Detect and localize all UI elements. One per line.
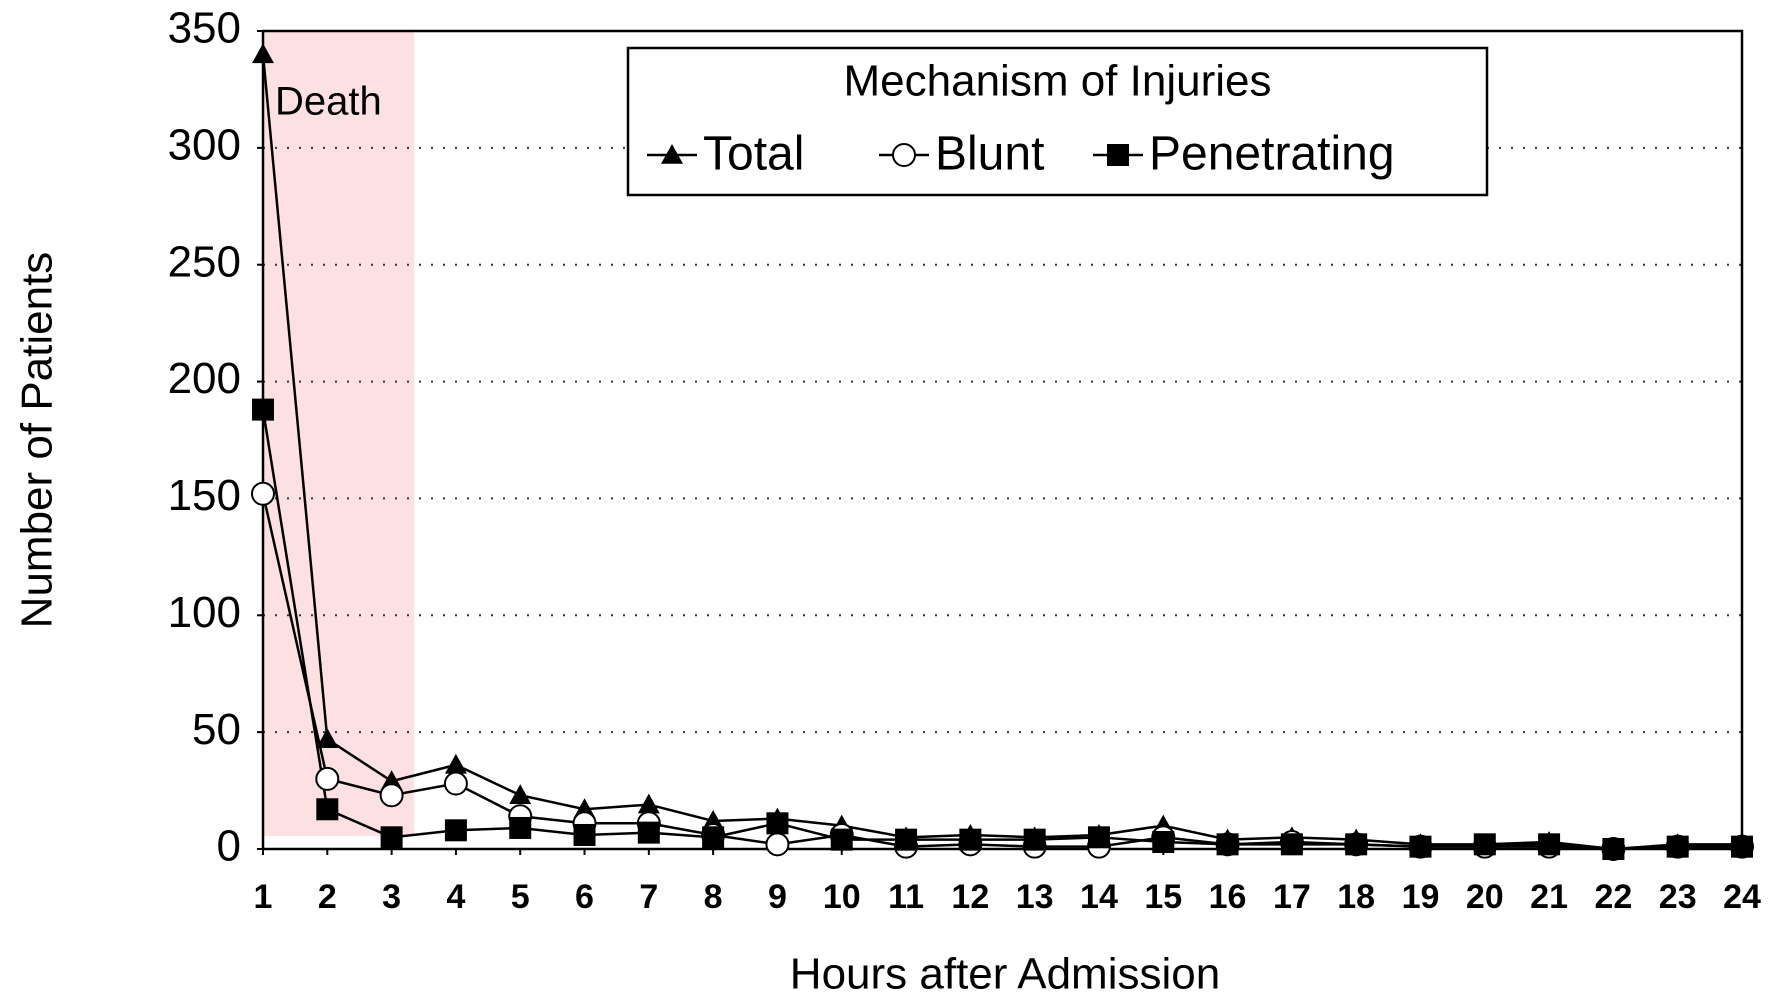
marker [573, 823, 596, 846]
marker [444, 819, 467, 842]
marker [766, 812, 789, 835]
x-tick-label: 13 [1016, 878, 1054, 916]
marker [252, 43, 274, 64]
marker [380, 826, 403, 849]
marker [895, 828, 918, 851]
x-tick-label: 3 [382, 878, 401, 916]
legend-entry: Total [647, 128, 804, 181]
marker [1538, 833, 1561, 856]
marker [892, 143, 916, 167]
x-tick-label: 11 [888, 878, 924, 916]
plot-frame [261, 29, 1744, 851]
x-tick-label: 23 [1659, 878, 1697, 916]
x-tick-label: 4 [446, 878, 465, 916]
x-tick-label: 16 [1209, 878, 1247, 916]
marker [1216, 833, 1239, 856]
marker [637, 793, 660, 814]
legend-label: Total [703, 128, 804, 181]
x-tick-label: 1 [254, 878, 273, 916]
x-tick-label: 18 [1337, 878, 1375, 916]
y-tick-label: 50 [192, 705, 241, 754]
marker [509, 816, 532, 839]
legend-entry: Blunt [879, 128, 1044, 181]
x-tick-label: 6 [575, 878, 594, 916]
y-tick-label: 150 [168, 471, 241, 520]
x-tick-label: 9 [768, 878, 787, 916]
y-tick-label: 250 [168, 237, 241, 286]
x-tick-label: 12 [951, 878, 989, 916]
marker [315, 766, 340, 791]
legend-title: Mechanism of Injuries [844, 57, 1272, 106]
marker [443, 771, 468, 796]
marker [1731, 835, 1753, 858]
marker [661, 144, 683, 164]
x-tick-label: 8 [704, 878, 723, 916]
x-tick-label: 14 [1080, 878, 1118, 916]
x-tick-label: 22 [1594, 878, 1632, 916]
marker [765, 832, 790, 857]
marker [1666, 835, 1689, 858]
marker [959, 828, 982, 851]
marker [252, 398, 274, 421]
marker [379, 783, 404, 808]
marker [1107, 144, 1129, 166]
x-tick-label: 2 [318, 878, 337, 916]
x-tick-label: 17 [1273, 878, 1311, 916]
region-label: Death [275, 80, 382, 124]
series-line [261, 493, 1742, 851]
y-tick-label: 350 [168, 4, 241, 53]
y-tick-label: 100 [168, 588, 241, 637]
y-tick-label: 200 [168, 354, 241, 403]
x-tick-label: 24 [1723, 878, 1761, 916]
marker [1345, 833, 1368, 856]
marker [1152, 830, 1175, 853]
marker [316, 798, 339, 821]
marker [251, 481, 275, 506]
legend-box [626, 46, 1489, 197]
marker [1473, 833, 1496, 856]
x-axis-label: Hours after Admission [790, 950, 1220, 999]
marker [637, 821, 660, 844]
marker [702, 826, 725, 849]
marker [830, 828, 853, 851]
marker [1280, 833, 1303, 856]
legend-entry: Penetrating [1093, 128, 1395, 181]
marker [1023, 828, 1046, 851]
shaded-region [263, 31, 415, 836]
y-axis-label: Number of Patients [13, 252, 62, 629]
marker [1087, 826, 1110, 849]
x-tick-label: 19 [1402, 878, 1440, 916]
y-tick-label: 300 [168, 120, 241, 169]
marker [444, 753, 467, 774]
legend-label: Penetrating [1149, 128, 1395, 181]
x-tick-label: 20 [1466, 878, 1504, 916]
marker [1409, 835, 1432, 858]
x-tick-label: 21 [1530, 878, 1568, 916]
x-tick-label: 7 [639, 878, 658, 916]
y-tick-label: 0 [217, 822, 241, 871]
marker [509, 784, 532, 805]
x-tick-label: 5 [511, 878, 530, 916]
legend-label: Blunt [935, 128, 1044, 181]
x-tick-label: 15 [1144, 878, 1182, 916]
series-line [261, 409, 1742, 851]
marker [316, 728, 339, 748]
x-tick-label: 10 [823, 878, 861, 916]
marker [1602, 838, 1625, 860]
